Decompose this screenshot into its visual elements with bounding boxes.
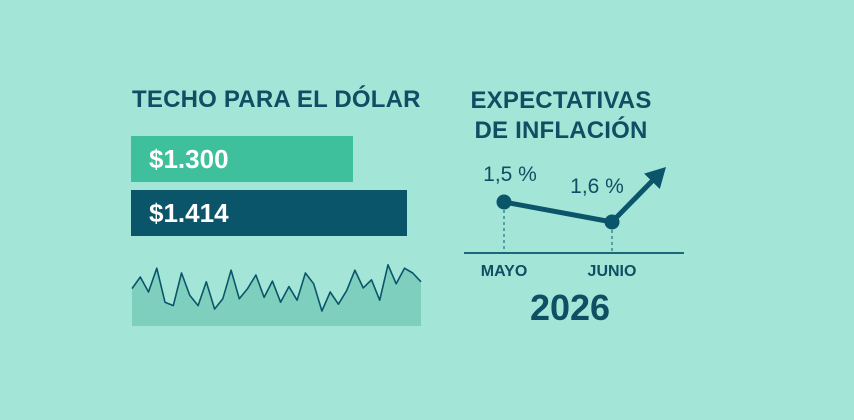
sparkline-line <box>131 263 422 312</box>
trend-arrow-head <box>644 167 666 189</box>
x-label-june: JUNIO <box>588 263 637 280</box>
may-value-label: 1,5 % <box>483 163 537 186</box>
inflation-expectations-title: EXPECTATIVAS DE INFLACIÓN <box>430 86 692 146</box>
bar-upper-ceiling: $1.414 <box>131 190 407 236</box>
june-value-label: 1,6 % <box>570 175 624 198</box>
inflation-title-line-2: DE INFLACIÓN <box>474 117 648 144</box>
year-label: 2026 <box>530 287 610 328</box>
may-data-point <box>496 194 512 210</box>
inflation-title-line-1: EXPECTATIVAS <box>470 87 652 114</box>
x-label-may: MAYO <box>481 263 528 280</box>
dollar-ceiling-title: TECHO PARA EL DÓLAR <box>132 86 421 113</box>
june-data-point <box>604 214 620 230</box>
bar-lower-ceiling: $1.300 <box>131 136 353 182</box>
sparkline-area <box>132 264 421 326</box>
